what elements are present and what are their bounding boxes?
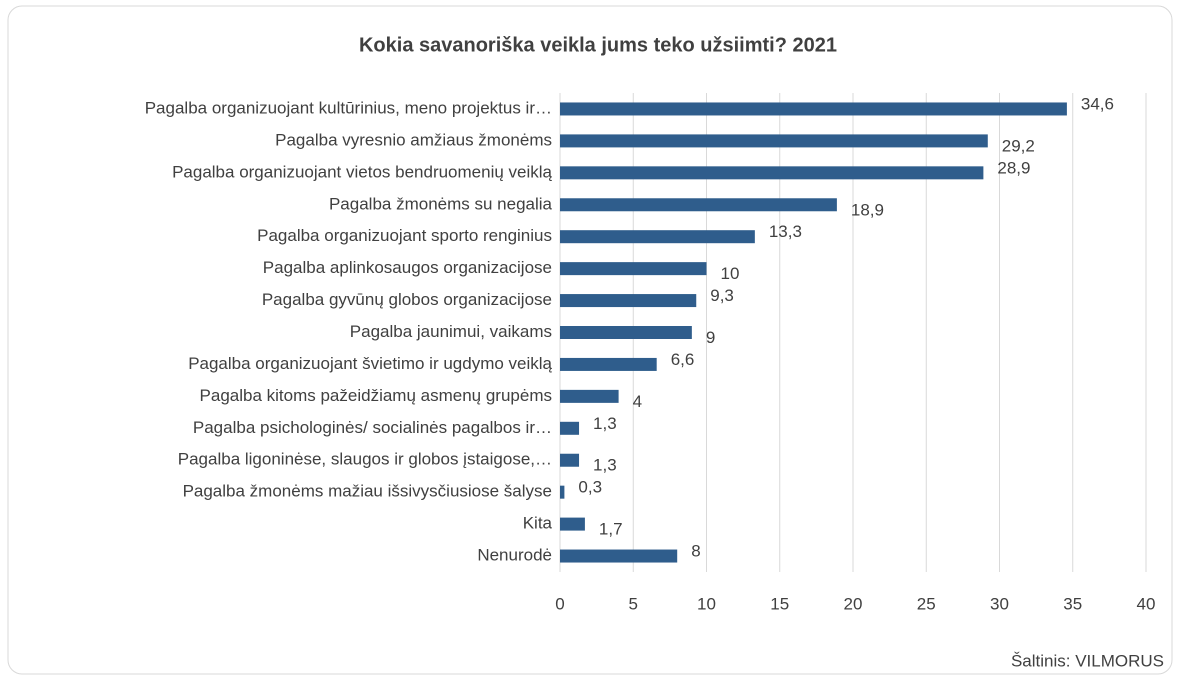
y-tick-label: Pagalba organizuojant švietimo ir ugdymo…: [188, 354, 552, 373]
bar: [560, 294, 697, 308]
value-label: 9: [706, 328, 715, 347]
bar: [560, 198, 837, 212]
bar: [560, 262, 707, 276]
y-tick-label: Pagalba ligoninėse, slaugos ir globos įs…: [178, 450, 552, 469]
value-label: 10: [721, 264, 740, 283]
bar: [560, 453, 580, 467]
x-tick-label: 35: [1063, 594, 1082, 613]
value-label: 6,6: [671, 350, 695, 369]
x-tick-label: 30: [990, 594, 1009, 613]
bar: [560, 549, 678, 563]
y-tick-label: Kita: [523, 514, 553, 533]
y-tick-label: Pagalba žmonėms su negalia: [329, 194, 553, 213]
y-tick-label: Pagalba žmonėms mažiau išsivysčiusiose š…: [183, 482, 552, 501]
x-tick-label: 25: [917, 594, 936, 613]
bar: [560, 517, 585, 531]
y-tick-label: Pagalba organizuojant sporto renginius: [257, 226, 552, 245]
value-label: 0,3: [578, 478, 602, 497]
source: Šaltinis: VILMORUS: [1011, 651, 1164, 670]
y-tick-label: Pagalba jaunimui, vaikams: [350, 322, 552, 341]
bar: [560, 485, 565, 499]
value-label: 29,2: [1002, 136, 1035, 155]
x-tick-label: 15: [770, 594, 789, 613]
chart-title: Kokia savanoriška veikla jums teko užsii…: [359, 34, 837, 56]
x-tick-label: 20: [844, 594, 863, 613]
x-tick-label: 10: [697, 594, 716, 613]
value-label: 34,6: [1081, 94, 1114, 113]
bar: [560, 230, 755, 244]
y-tick-label: Pagalba psichologinės/ socialinės pagalb…: [193, 418, 552, 437]
y-tick-label: Nenurodė: [477, 546, 552, 565]
value-label: 9,3: [710, 286, 734, 305]
value-label: 18,9: [851, 200, 884, 219]
y-tick-label: Pagalba gyvūnų globos organizacijose: [262, 290, 552, 309]
bar: [560, 357, 657, 371]
x-tick-label: 40: [1137, 594, 1156, 613]
x-tick-label: 0: [555, 594, 564, 613]
bar: [560, 421, 580, 435]
value-label: 4: [633, 392, 642, 411]
bar: [560, 166, 984, 180]
bar: [560, 102, 1067, 116]
y-tick-label: Pagalba organizuojant kultūrinius, meno …: [145, 98, 552, 117]
bar: [560, 134, 988, 148]
y-tick-label: Pagalba aplinkosaugos organizacijose: [263, 258, 552, 277]
value-label: 28,9: [997, 158, 1030, 177]
value-label: 1,3: [593, 414, 617, 433]
value-label: 8: [691, 542, 700, 561]
value-label: 13,3: [769, 222, 802, 241]
bar: [560, 326, 692, 339]
y-tick-label: Pagalba kitoms pažeidžiamų asmenų grupėm…: [200, 386, 552, 405]
x-tick-label: 5: [629, 594, 638, 613]
y-tick-label: Pagalba organizuojant vietos bendruomeni…: [172, 162, 552, 181]
y-tick-label: Pagalba vyresnio amžiaus žmonėms: [275, 130, 552, 149]
value-label: 1,3: [593, 456, 617, 475]
value-label: 1,7: [599, 520, 623, 539]
bar: [560, 389, 619, 403]
